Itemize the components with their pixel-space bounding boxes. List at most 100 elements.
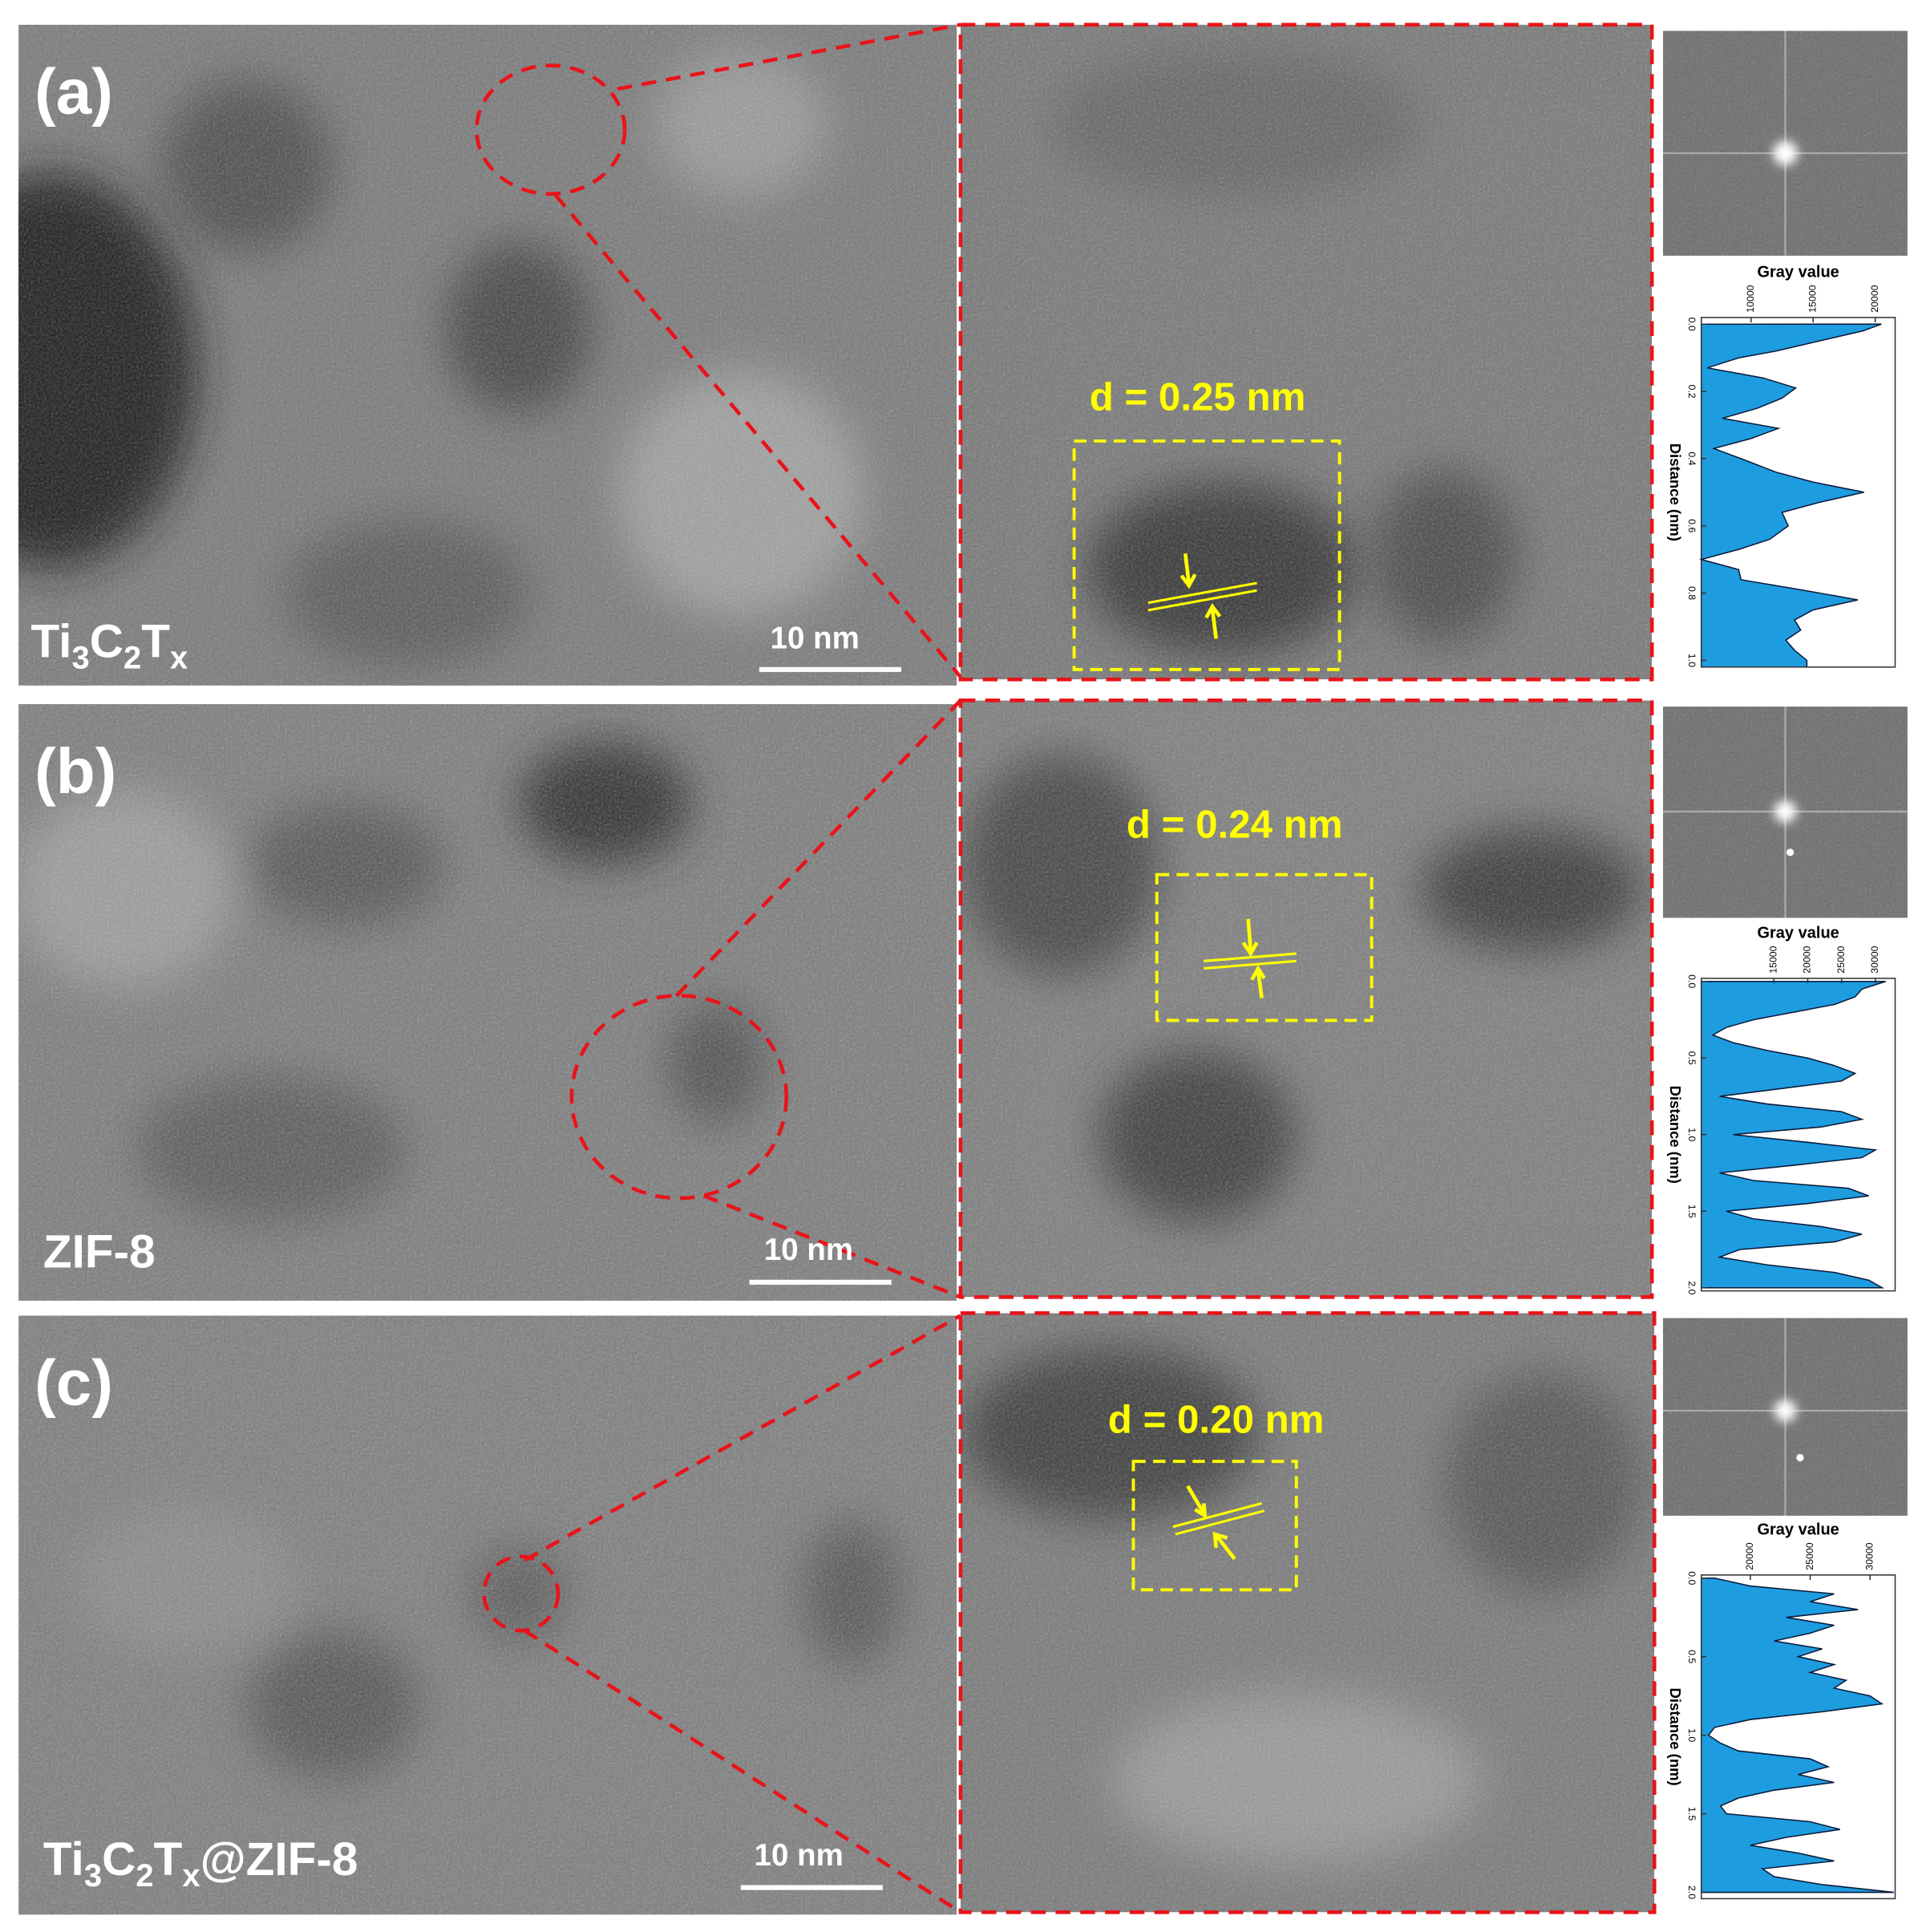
distance-tick-label: 0.5 [1686, 1650, 1697, 1663]
fft [1663, 707, 1908, 918]
distance-tick-label: 1.0 [1686, 1728, 1697, 1742]
zoom-image [960, 24, 1653, 680]
label-part: @ZIF-8 [200, 1833, 358, 1885]
distance-tick-label: 0.4 [1686, 452, 1697, 465]
d-spacing: d = 0.20 nm [1108, 1398, 1325, 1442]
distance-tick-label: 1.5 [1686, 1205, 1697, 1218]
label-part: T [141, 615, 170, 667]
subscript: 3 [84, 1858, 102, 1894]
distance-axis-label: Distance (nm) [1667, 1688, 1684, 1786]
d-spacing: d = 0.25 nm [1090, 375, 1306, 419]
subscript: 3 [71, 640, 89, 675]
value-axis-label: Gray value [1757, 925, 1839, 942]
profile-chart: 15000 20000 25000 30000 0.0 0.5 1.0 1.5 2.0 Gray … [1667, 925, 1896, 1294]
tem-image [18, 703, 957, 1301]
distance-tick-label: 0.0 [1686, 318, 1697, 331]
zoom-image [960, 700, 1653, 1298]
subscript: x [182, 1858, 200, 1894]
value-tick-label: 15000 [1767, 946, 1778, 973]
zoom-line [554, 193, 962, 678]
plot-frame [1700, 317, 1896, 668]
lattice-box [1155, 873, 1374, 1023]
distance-tick-label: 1.5 [1686, 1807, 1697, 1821]
lattice-line [1204, 959, 1297, 970]
zoom-frame [958, 1311, 1657, 1914]
arrows [1186, 1484, 1236, 1561]
panel-label: (a) [34, 56, 113, 128]
lattice-line [1147, 589, 1257, 612]
zoom-line [524, 1314, 962, 1562]
distance-tick-label: 0.8 [1686, 586, 1697, 600]
lattice-line [1147, 581, 1257, 605]
label-part: Ti [43, 1833, 84, 1885]
profile-area [1700, 980, 1886, 1289]
arrows [1241, 918, 1266, 998]
distance-tick-label: 0.0 [1686, 1571, 1697, 1585]
distance-tick-label: 1.0 [1686, 1128, 1697, 1141]
distance-tick-label: 2.0 [1686, 1281, 1697, 1294]
distance-tick-label: 0.5 [1686, 1051, 1697, 1065]
subscript: 2 [136, 1858, 153, 1894]
zoom-region [482, 1554, 560, 1633]
zoom-image [960, 1313, 1655, 1913]
lattice-line [1175, 1509, 1265, 1536]
value-tick-label: 20000 [1869, 285, 1880, 312]
zoom-line [524, 1629, 962, 1914]
scale-bar-label: 10 nm [771, 622, 860, 656]
sample-label: Ti3C2Tx@ZIF-8 [43, 1833, 358, 1894]
subscript: 2 [123, 640, 141, 675]
label-part: ZIF-8 [43, 1225, 156, 1278]
zoom-line [617, 22, 961, 91]
zoom-frame [958, 699, 1654, 1299]
value-tick-label: 20000 [1802, 946, 1813, 973]
distance-tick-label: 0.2 [1686, 384, 1697, 398]
value-tick-label: 20000 [1744, 1542, 1755, 1569]
value-tick-label: 15000 [1807, 285, 1818, 312]
panel-label: (b) [34, 735, 116, 807]
profile-chart: 20000 25000 30000 0.0 0.5 1.0 1.5 2.0 Gray value… [1667, 1521, 1896, 1900]
tem-image [18, 24, 957, 686]
d-spacing: d = 0.24 nm [1127, 802, 1343, 846]
arrows [1179, 553, 1222, 639]
lattice-line [1172, 1502, 1263, 1529]
profile-area [1700, 1577, 1895, 1894]
lattice-box [1131, 1460, 1298, 1592]
panel-label: (c) [34, 1347, 113, 1418]
label-part: Ti [30, 615, 71, 667]
lattice-box [1072, 439, 1341, 671]
profile-area [1698, 323, 1882, 668]
zoom-line [702, 1193, 961, 1299]
scale-bar-label: 10 nm [764, 1233, 853, 1267]
value-tick-label: 25000 [1804, 1542, 1815, 1569]
lattice-line [1204, 952, 1297, 962]
distance-tick-label: 0.6 [1686, 519, 1697, 533]
sample-label: ZIF-8 [43, 1225, 156, 1278]
distance-axis-label: Distance (nm) [1667, 1086, 1684, 1184]
scale-bar-label: 10 nm [755, 1838, 844, 1873]
fft [1663, 1318, 1908, 1516]
value-axis-label: Gray value [1757, 264, 1839, 281]
value-tick-label: 10000 [1745, 285, 1756, 312]
subscript: x [170, 640, 188, 675]
plot-frame [1700, 1574, 1896, 1900]
sample-label: Ti3C2Tx [30, 615, 188, 675]
value-tick-label: 25000 [1835, 946, 1847, 973]
label-part: C [90, 615, 123, 667]
value-tick-label: 30000 [1863, 1542, 1875, 1569]
value-tick-label: 30000 [1869, 946, 1880, 973]
zoom-region [475, 63, 627, 196]
profile-chart: 10000 15000 20000 0.0 0.2 0.4 0.6 0.8 1.0 Gray va… [1667, 264, 1896, 668]
distance-tick-label: 2.0 [1686, 1885, 1697, 1899]
zoom-region [569, 994, 789, 1201]
zoom-frame [958, 22, 1654, 682]
distance-axis-label: Distance (nm) [1667, 444, 1684, 541]
distance-tick-label: 1.0 [1686, 654, 1697, 667]
label-part: T [154, 1833, 183, 1885]
tem-image [18, 1315, 957, 1915]
fft [1663, 30, 1908, 256]
distance-tick-label: 0.0 [1686, 974, 1697, 988]
label-part: C [102, 1833, 136, 1885]
value-axis-label: Gray value [1757, 1521, 1839, 1539]
